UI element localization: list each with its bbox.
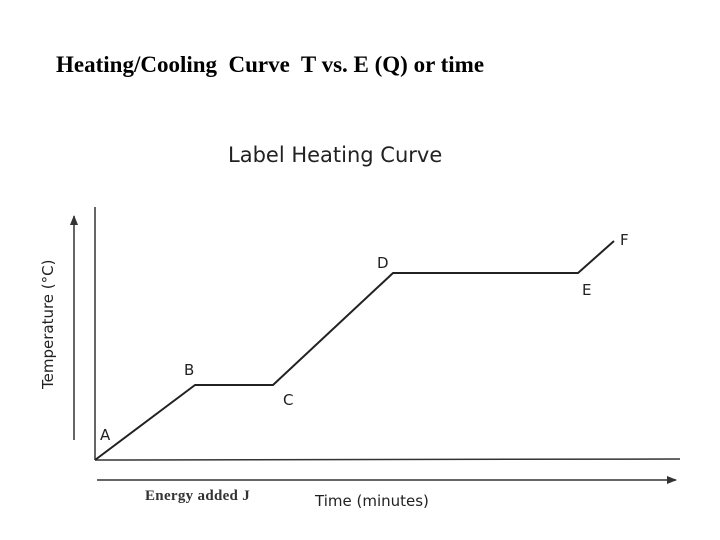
x-axis-label: Time (minutes) — [314, 492, 429, 510]
y-axis-label: Temperature (°C) — [39, 260, 57, 390]
point-label-a: A — [100, 426, 111, 444]
x-axis-line — [94, 458, 681, 461]
figure-title: Label Heating Curve — [228, 143, 442, 167]
heating-curve-line — [94, 240, 615, 461]
point-label-f: F — [620, 231, 629, 249]
point-label-e: E — [582, 281, 591, 299]
point-label-d: D — [377, 254, 389, 272]
point-label-b: B — [184, 361, 194, 379]
energy-added-label: Energy added J — [145, 488, 251, 504]
point-label-c: C — [283, 391, 293, 409]
slide-title: Heating/Cooling Curve T vs. E (Q) or tim… — [56, 52, 485, 77]
